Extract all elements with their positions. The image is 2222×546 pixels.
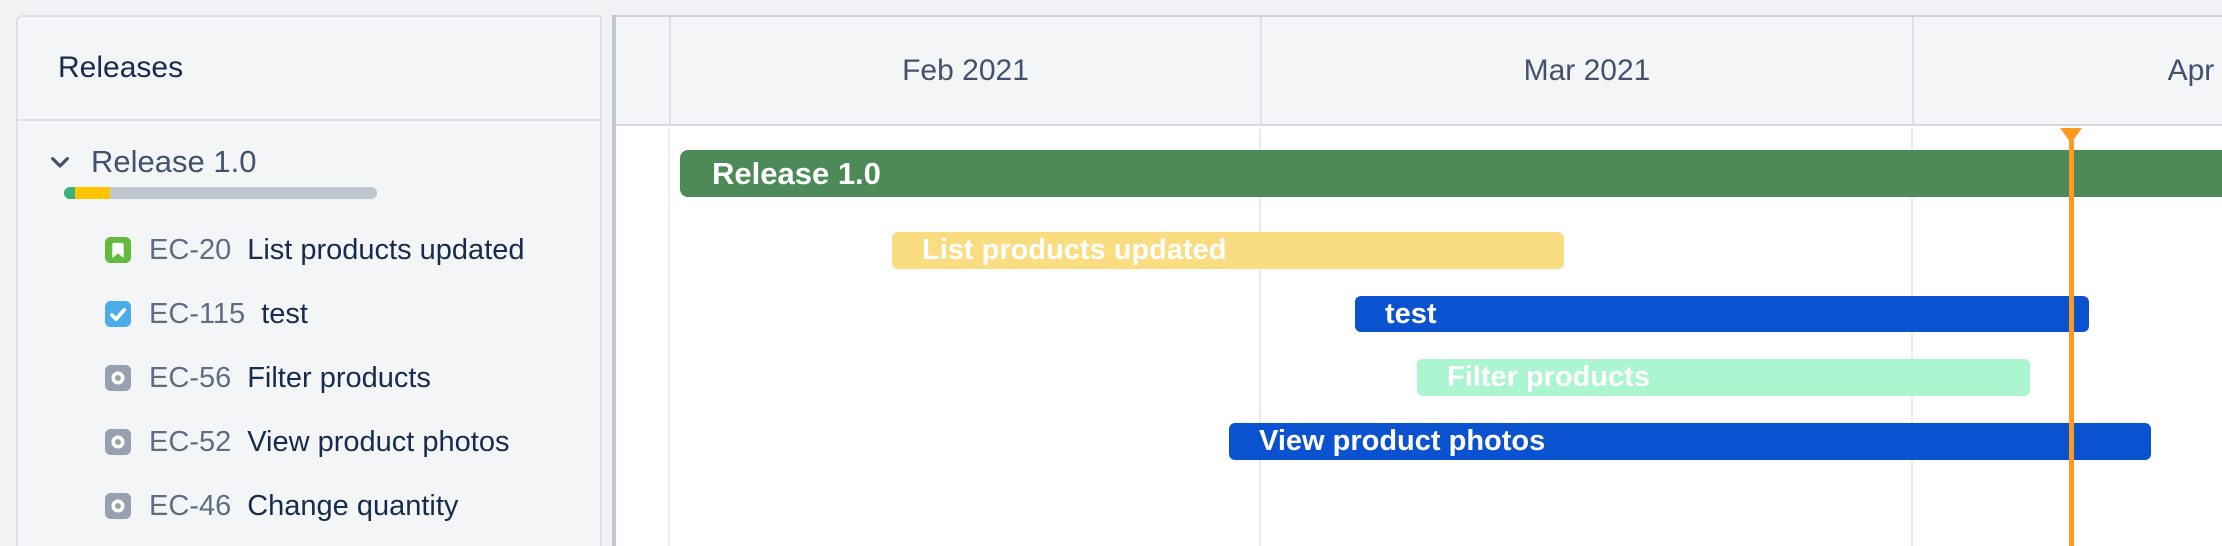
- issue-key: EC-115: [149, 297, 246, 330]
- gantt-bar-label: Release 1.0: [712, 155, 881, 191]
- panel-resize-handle[interactable]: [612, 15, 616, 546]
- issue-summary: Filter products: [247, 361, 431, 394]
- issue-key: EC-46: [149, 489, 232, 522]
- generic-issue-type-icon: [105, 429, 131, 455]
- issue-summary: test: [261, 297, 308, 330]
- generic-issue-type-icon: [105, 365, 131, 391]
- story-issue-type-icon: [105, 237, 131, 263]
- month-gridline: [1911, 128, 1913, 546]
- month-header-mar: Mar 2021: [1260, 17, 1912, 124]
- release-gantt-bar[interactable]: Release 1.0: [680, 150, 2222, 197]
- generic-issue-type-icon: [105, 493, 131, 519]
- issue-gantt-bar[interactable]: View product photos: [1229, 423, 2151, 460]
- month-header-feb: Feb 2021: [669, 17, 1260, 124]
- issue-row-ec-52[interactable]: EC-52 View product photos: [18, 422, 600, 462]
- releases-panel-header: Releases: [18, 17, 600, 121]
- gantt-bar-label: Filter products: [1447, 361, 1651, 393]
- issue-row-ec-46[interactable]: EC-46 Change quantity: [18, 486, 600, 526]
- month-label: Apr 2021: [2167, 53, 2222, 87]
- gantt-bar-label: test: [1385, 297, 1437, 330]
- release-progress-bar: [64, 187, 377, 199]
- month-header-apr: Apr 2021: [1912, 17, 2222, 124]
- issue-key: EC-52: [149, 425, 232, 458]
- issue-row-ec-115[interactable]: EC-115 test: [18, 294, 600, 334]
- progress-segment-in-progress: [75, 187, 110, 199]
- releases-panel: Releases Release 1.0 EC-20 List products …: [16, 15, 602, 546]
- gantt-bar-label: List products updated: [922, 234, 1227, 266]
- issue-row-ec-20[interactable]: EC-20 List products updated: [18, 230, 600, 270]
- month-label: Mar 2021: [1523, 53, 1651, 87]
- progress-segment-done: [64, 187, 75, 199]
- issue-key: EC-20: [149, 233, 232, 266]
- issue-summary: View product photos: [247, 425, 510, 458]
- release-name[interactable]: Release 1.0: [91, 144, 257, 179]
- today-marker-triangle: [2060, 128, 2082, 143]
- progress-segment-todo: [110, 187, 377, 199]
- release-row[interactable]: Release 1.0: [18, 142, 600, 182]
- issue-gantt-bar[interactable]: test: [1355, 296, 2089, 332]
- issue-key: EC-56: [149, 361, 232, 394]
- issue-summary: List products updated: [247, 233, 525, 266]
- gantt-bar-label: View product photos: [1259, 425, 1546, 457]
- issue-row-ec-56[interactable]: EC-56 Filter products: [18, 358, 600, 398]
- timeline-chart: Feb 2021 Mar 2021 Apr 2021 Release 1.0 List…: [616, 15, 2222, 546]
- task-issue-type-icon: [105, 301, 131, 327]
- month-header-stub: [616, 17, 669, 124]
- month-gridline: [1259, 128, 1261, 546]
- panel-title: Releases: [58, 51, 184, 84]
- today-marker-line: [2069, 128, 2074, 546]
- month-gridline: [668, 128, 670, 546]
- issue-gantt-bar[interactable]: List products updated: [892, 232, 1564, 269]
- issue-summary: Change quantity: [247, 489, 459, 522]
- chevron-down-icon[interactable]: [45, 147, 75, 177]
- timeline-header: Feb 2021 Mar 2021 Apr 2021: [616, 17, 2222, 126]
- issue-gantt-bar[interactable]: Filter products: [1417, 359, 2030, 396]
- month-label: Feb 2021: [902, 53, 1029, 87]
- timeline-body: [616, 128, 2222, 546]
